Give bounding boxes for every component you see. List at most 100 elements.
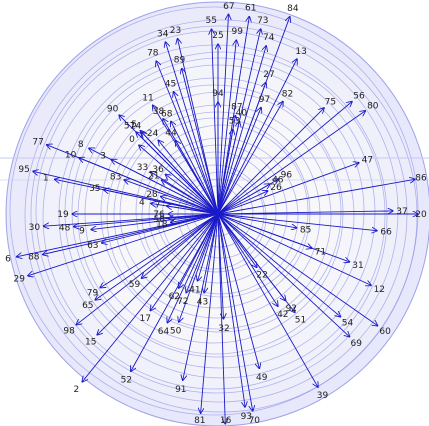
arrow-label: 10 <box>65 150 77 160</box>
arrow <box>165 42 219 215</box>
arrow-label: 68 <box>161 109 173 119</box>
arrow-label: 4 <box>139 198 145 208</box>
arrow <box>217 213 253 411</box>
arrow-label: 22 <box>256 271 267 281</box>
arrow-label: 43 <box>197 298 208 308</box>
arrow-label: 80 <box>367 102 379 112</box>
arrow-label: 39 <box>317 391 329 401</box>
arrow <box>217 29 261 215</box>
arrow-label: 36 <box>152 165 164 175</box>
arrow <box>82 213 219 382</box>
arrow-label: 81 <box>194 416 205 426</box>
arrow <box>204 213 219 293</box>
arrow-label: 41 <box>189 286 200 296</box>
arrow <box>174 92 219 215</box>
arrow-label: 65 <box>82 301 93 311</box>
arrow <box>28 213 219 276</box>
arrow <box>43 213 219 255</box>
arrow <box>165 174 219 215</box>
arrow-label: 31 <box>352 261 363 271</box>
arrow-label: 12 <box>374 285 385 295</box>
arrow-label: 96 <box>281 171 293 181</box>
arrow <box>168 213 219 218</box>
arrow-label: 29 <box>13 275 25 285</box>
arrow-label: 64 <box>158 327 170 337</box>
arrow <box>150 172 219 215</box>
arrow <box>217 213 278 306</box>
arrow <box>217 14 229 215</box>
arrow-label: 78 <box>147 49 159 59</box>
arrow <box>217 102 352 215</box>
arrow-label: 91 <box>175 385 186 395</box>
arrow-label: 72 <box>177 297 188 307</box>
arrow-label: 19 <box>57 210 69 220</box>
arrow <box>158 140 219 215</box>
arrow <box>217 213 350 337</box>
arrow-label: 71 <box>315 247 326 257</box>
arrow-label: 94 <box>212 89 224 99</box>
arrow-label: 59 <box>129 280 141 290</box>
arrow-label: 47 <box>362 156 373 166</box>
arrow-label: 89 <box>174 56 186 66</box>
arrow <box>201 213 219 413</box>
arrow <box>139 145 219 215</box>
arrow-label: 61 <box>245 4 256 14</box>
arrow-label: 86 <box>415 174 427 184</box>
arrow-label: 97 <box>259 95 270 105</box>
arrow <box>217 213 371 285</box>
arrow <box>119 115 219 215</box>
arrow-label: 20 <box>415 210 427 220</box>
arrow <box>217 179 415 215</box>
arrow-label: 48 <box>59 223 71 233</box>
arrow-label: 63 <box>87 241 98 251</box>
arrow-label: 58 <box>153 215 165 225</box>
arrow <box>217 213 224 319</box>
arrow-label: 11 <box>142 93 153 103</box>
arrow <box>217 116 235 215</box>
arrow-label: 16 <box>220 416 232 426</box>
arrow <box>167 206 219 215</box>
arrow-label: 30 <box>29 223 41 233</box>
arrow <box>156 61 219 215</box>
arrow-label: 1 <box>43 173 49 183</box>
arrow-label: 32 <box>218 324 229 334</box>
arrow-label: 23 <box>170 26 181 36</box>
arrow <box>17 213 219 257</box>
arrow-label: 92 <box>286 304 297 314</box>
arrow <box>91 213 219 230</box>
arrow <box>217 46 266 215</box>
arrow-label: 2 <box>74 385 80 395</box>
arrow <box>217 191 268 215</box>
arrow-label: 21 <box>148 171 159 181</box>
arrow <box>217 101 283 215</box>
arrow-label: 69 <box>350 339 362 349</box>
arrow <box>217 213 341 317</box>
arrow <box>131 213 219 371</box>
arrow-label: 67 <box>223 2 234 12</box>
arrow <box>217 213 286 301</box>
arrow <box>183 213 219 380</box>
arrow-label: 7 <box>155 201 161 211</box>
arrow-label: 14 <box>130 122 142 132</box>
arrow-label: 85 <box>300 226 311 236</box>
arrow-label: 76 <box>153 210 165 220</box>
arrow-label: 5 <box>131 120 137 130</box>
arrow <box>33 171 219 215</box>
arrow <box>100 213 219 288</box>
arrow <box>141 213 219 278</box>
arrow <box>217 213 245 407</box>
arrow-group <box>17 14 419 424</box>
arrow-label: 9 <box>79 227 85 237</box>
arrow-label: 70 <box>249 416 261 426</box>
arrow-label: 88 <box>28 253 40 263</box>
arrow-label: 40 <box>236 109 248 119</box>
arrow <box>179 213 219 288</box>
arrow-label: 75 <box>325 98 336 108</box>
arrow-label: 49 <box>256 373 268 383</box>
arrow <box>186 213 219 293</box>
arrow <box>212 29 219 215</box>
arrow <box>217 213 259 369</box>
arrow-label: 90 <box>107 105 119 115</box>
